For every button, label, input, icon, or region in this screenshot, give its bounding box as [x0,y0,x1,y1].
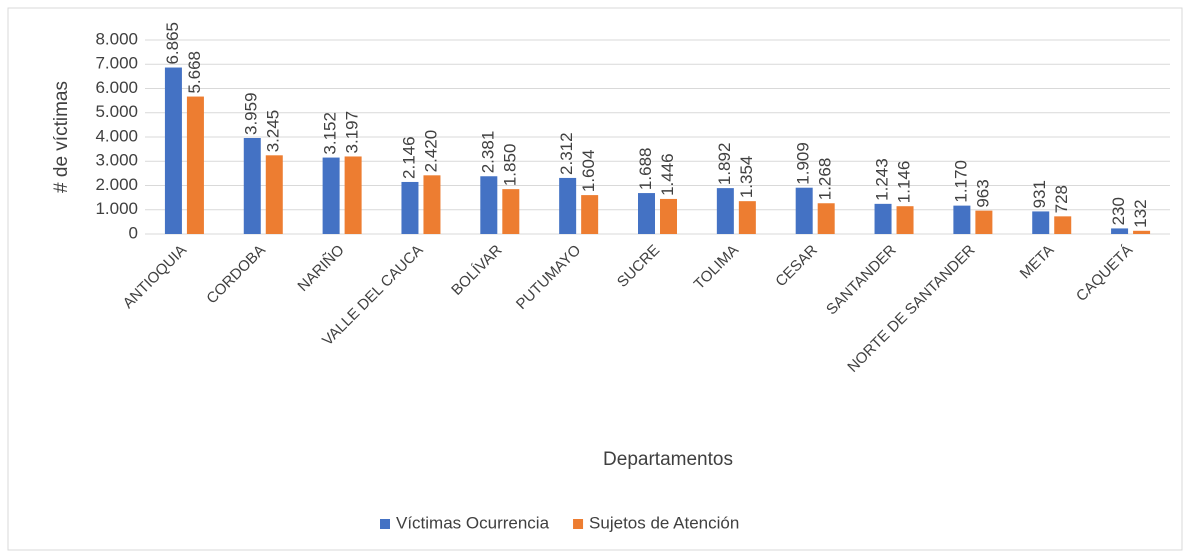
bar [1111,228,1129,234]
bar [164,67,182,235]
y-tick-label: 4.000 [95,126,138,145]
bar [738,201,756,234]
bar [322,157,340,234]
bar [638,193,655,234]
bar [975,210,993,234]
value-label: 3.959 [242,92,261,135]
value-label: 1.892 [715,143,734,186]
bar [874,203,892,234]
bar [186,96,204,235]
bar [1133,230,1151,234]
value-label: 2.381 [478,131,497,174]
y-tick-label: 6.000 [95,78,138,97]
value-label: 1.604 [579,150,598,193]
value-label: 1.268 [816,158,835,201]
value-label: 1.170 [951,160,970,203]
legend-swatch [380,519,390,529]
y-tick-label: 7.000 [95,54,138,73]
bar [423,175,441,234]
value-label: 2.312 [557,132,576,175]
value-label: 1.243 [873,158,892,201]
legend-label: Sujetos de Atención [589,513,739,532]
value-label: 6.865 [163,22,182,65]
y-tick-label: 1.000 [95,199,138,218]
x-axis-label: Departamentos [603,449,733,470]
bar [265,155,283,234]
value-label: 931 [1030,180,1049,208]
y-tick-label: 5.000 [95,102,138,121]
value-label: 1.446 [658,153,677,196]
y-tick-label: 2.000 [95,175,138,194]
value-label: 5.668 [185,51,204,94]
legend-label: Víctimas Ocurrencia [396,513,550,532]
y-tick-label: 8.000 [95,29,138,48]
legend-swatch [573,519,584,529]
bar [401,181,419,234]
value-label: 1.850 [500,144,519,187]
bar [817,203,835,234]
bar [795,187,813,234]
value-label: 2.146 [399,136,418,179]
bar [559,177,577,234]
value-label: 963 [973,179,992,207]
y-tick-label: 0 [129,223,138,242]
value-label: 728 [1052,185,1071,213]
bar [480,176,498,234]
bar [1054,216,1072,234]
bar [502,189,520,234]
bar [344,156,362,234]
bar [896,206,914,234]
bar [243,137,261,234]
value-label: 230 [1109,197,1128,225]
value-label: 132 [1131,199,1150,227]
y-axis-label: # de víctimas [51,81,72,193]
bar [581,195,599,234]
bar [953,205,971,234]
bar [660,198,677,234]
y-tick-label: 3.000 [95,151,138,170]
value-label: 3.197 [343,111,362,154]
value-label: 1.688 [636,148,655,191]
bar [716,188,734,234]
value-label: 1.909 [794,142,813,185]
value-label: 2.420 [421,130,440,173]
bar [1032,211,1050,234]
value-label: 1.146 [895,161,914,204]
value-label: 3.152 [321,112,340,155]
value-label: 1.354 [737,156,756,199]
value-label: 3.245 [264,110,283,153]
